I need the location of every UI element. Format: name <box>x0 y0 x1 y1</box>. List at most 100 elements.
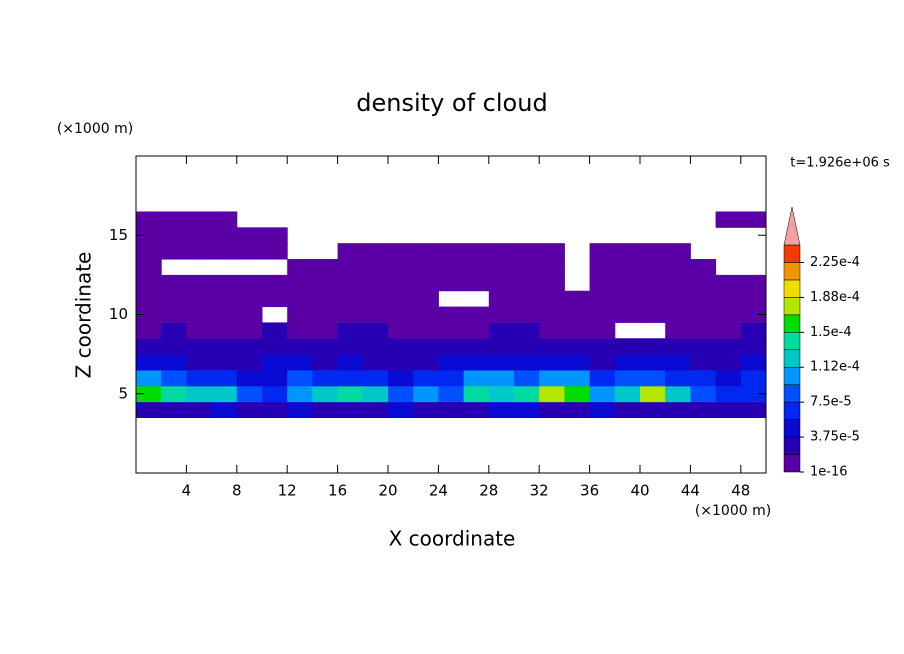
contour-cell <box>463 385 490 403</box>
contour-cell <box>211 338 238 355</box>
contour-cell <box>136 338 162 355</box>
contour-cell <box>287 322 313 339</box>
contour-cell <box>186 227 213 244</box>
contour-cell <box>211 274 238 292</box>
contour-cell <box>463 274 490 292</box>
contour-cell <box>589 243 616 260</box>
contour-cell <box>413 322 439 339</box>
colorbar-tick-label: 3.75e-5 <box>810 430 860 445</box>
contour-field <box>136 211 767 419</box>
contour-cell <box>161 290 187 308</box>
contour-cell <box>262 227 288 244</box>
contour-cell <box>690 385 717 403</box>
contour-cell <box>488 385 515 403</box>
contour-cell <box>564 369 591 387</box>
contour-cell <box>362 243 389 260</box>
contour-cell <box>488 322 515 339</box>
contour-cell <box>690 354 717 371</box>
y-tick-label: 5 <box>118 384 128 402</box>
contour-cell <box>564 290 591 308</box>
contour-cell <box>161 274 187 292</box>
contour-cell <box>665 338 691 355</box>
contour-cell <box>186 354 213 371</box>
contour-cell <box>640 290 666 308</box>
contour-cell <box>413 274 439 292</box>
contour-cell <box>161 338 187 355</box>
contour-cell <box>514 243 540 260</box>
contour-cell <box>614 259 641 276</box>
contour-cell <box>740 306 767 323</box>
contour-cell <box>740 354 767 371</box>
contour-cell <box>287 369 313 387</box>
contour-cell <box>740 274 767 292</box>
contour-cell <box>589 322 616 339</box>
contour-cell <box>211 243 238 260</box>
contour-cell <box>438 306 465 323</box>
contour-cell <box>211 322 238 339</box>
contour-cell <box>337 354 364 371</box>
contour-cell <box>287 354 313 371</box>
contour-cell <box>161 322 187 339</box>
contour-cell <box>589 385 616 403</box>
colorbar-band <box>783 244 801 263</box>
contour-cell <box>463 354 490 371</box>
contour-cell <box>715 322 742 339</box>
contour-cell <box>690 306 717 323</box>
contour-cell <box>136 385 162 403</box>
colorbar-band <box>783 262 801 281</box>
x-tick-label: 48 <box>731 482 750 500</box>
contour-cell <box>312 322 339 339</box>
contour-cell <box>236 274 263 292</box>
contour-cell <box>665 385 691 403</box>
contour-cell <box>186 290 213 308</box>
contour-cell <box>236 322 263 339</box>
contour-cell <box>262 338 288 355</box>
contour-cell <box>665 369 691 387</box>
contour-cell <box>362 274 389 292</box>
colorbar-band <box>783 419 801 438</box>
contour-cell <box>186 322 213 339</box>
contour-cell <box>337 290 364 308</box>
contour-cell <box>514 401 540 419</box>
contour-cell <box>362 354 389 371</box>
contour-cell <box>564 401 591 419</box>
contour-cell <box>539 274 565 292</box>
contour-cell <box>136 290 162 308</box>
contour-cell <box>488 290 515 308</box>
contour-cell <box>186 306 213 323</box>
x-unit: (×1000 m) <box>695 503 771 519</box>
contour-cell <box>740 385 767 403</box>
contour-cell <box>640 338 666 355</box>
contour-cell <box>589 354 616 371</box>
contour-cell <box>438 322 465 339</box>
contour-cell <box>690 259 717 276</box>
colorbar: 1e-16 3.75e-5 7.5e-5 1.12e-4 1.5e-4 1.88e-4 2.… <box>783 206 860 480</box>
contour-cell <box>161 306 187 323</box>
contour-cell <box>388 290 414 308</box>
contour-cell <box>211 306 238 323</box>
contour-cell <box>337 385 364 403</box>
x-tick-label: 44 <box>681 482 700 500</box>
colorbar-band <box>783 384 801 403</box>
contour-cell <box>312 385 339 403</box>
contour-cell <box>514 290 540 308</box>
colorbar-band <box>783 314 801 333</box>
contour-cell <box>312 290 339 308</box>
contour-cell <box>388 274 414 292</box>
contour-cell <box>287 401 313 419</box>
contour-cell <box>665 259 691 276</box>
contour-cell <box>665 290 691 308</box>
contour-cell <box>337 401 364 419</box>
contour-cell <box>262 290 288 308</box>
y-axis-label: Z coordinate <box>72 252 96 379</box>
contour-cell <box>438 259 465 276</box>
contour-cell <box>488 259 515 276</box>
contour-cell <box>690 401 717 419</box>
contour-cell <box>161 227 187 244</box>
colorbar-band <box>783 279 801 298</box>
contour-cell <box>665 243 691 260</box>
contour-cell <box>740 290 767 308</box>
contour-cell <box>236 385 263 403</box>
contour-cell <box>186 385 213 403</box>
